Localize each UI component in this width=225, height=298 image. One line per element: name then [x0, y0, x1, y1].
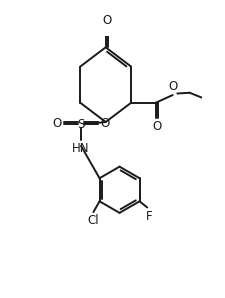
Text: O: O: [100, 117, 110, 130]
Text: O: O: [169, 80, 178, 93]
Text: HN: HN: [72, 142, 90, 155]
Text: S: S: [77, 118, 85, 131]
Text: F: F: [146, 210, 153, 223]
Text: O: O: [53, 117, 62, 130]
Text: O: O: [102, 14, 111, 27]
Text: O: O: [152, 120, 162, 134]
Text: Cl: Cl: [88, 214, 99, 227]
